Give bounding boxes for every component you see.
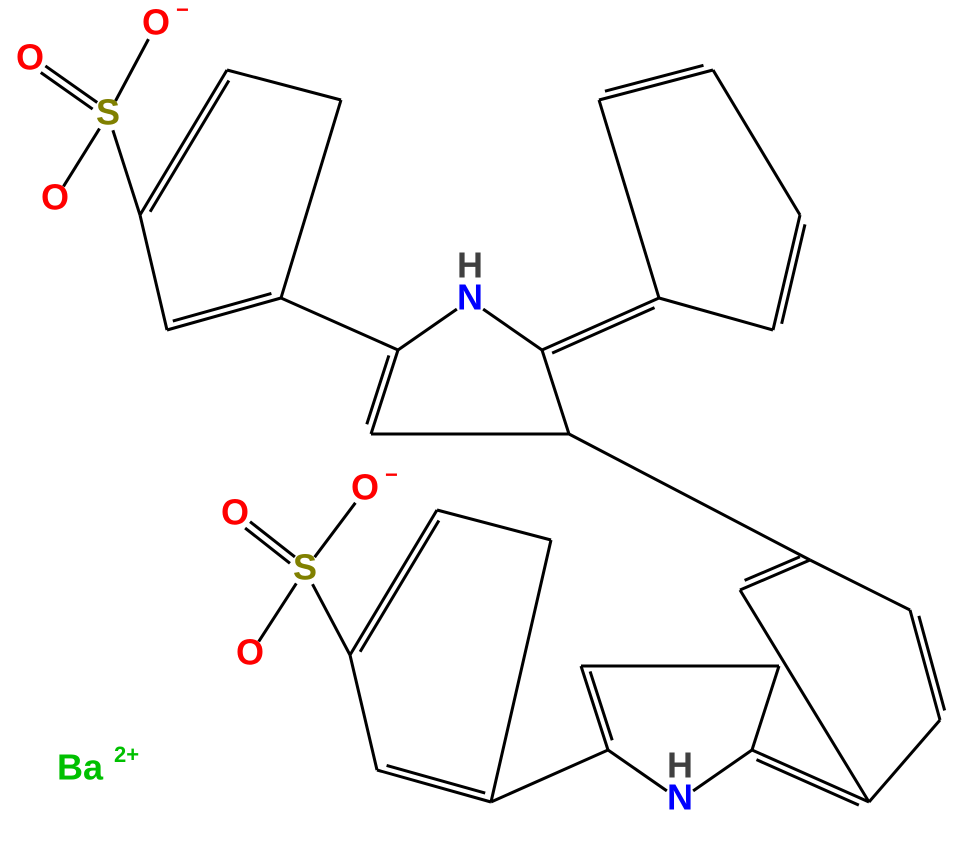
svg-text:−: − [385,462,398,487]
svg-text:O: O [41,177,69,218]
svg-text:O: O [142,2,170,43]
atom-S: S [93,92,123,133]
svg-text:−: − [176,0,189,22]
atom-S: S [290,547,320,588]
molecule-diagram: NHSO−OONHSO−OOBa2+ [0,0,961,849]
atom-O: O [40,177,70,218]
svg-text:S: S [293,547,317,588]
atom-N: NH [455,245,485,318]
svg-text:O: O [221,492,249,533]
atom-O: O [15,37,45,78]
svg-text:O: O [351,467,379,508]
svg-text:Ba: Ba [57,747,104,788]
svg-text:S: S [96,92,120,133]
svg-text:2+: 2+ [114,742,139,767]
atom-N: NH [665,745,695,818]
svg-text:H: H [457,245,483,286]
atom-O: O [235,632,265,673]
atom-O: O− [141,0,189,43]
atom-O: O− [350,462,398,508]
counterion-ba: Ba 2+ [57,742,139,788]
svg-text:O: O [16,37,44,78]
svg-text:O: O [236,632,264,673]
svg-text:H: H [667,745,693,786]
atom-O: O [220,492,250,533]
